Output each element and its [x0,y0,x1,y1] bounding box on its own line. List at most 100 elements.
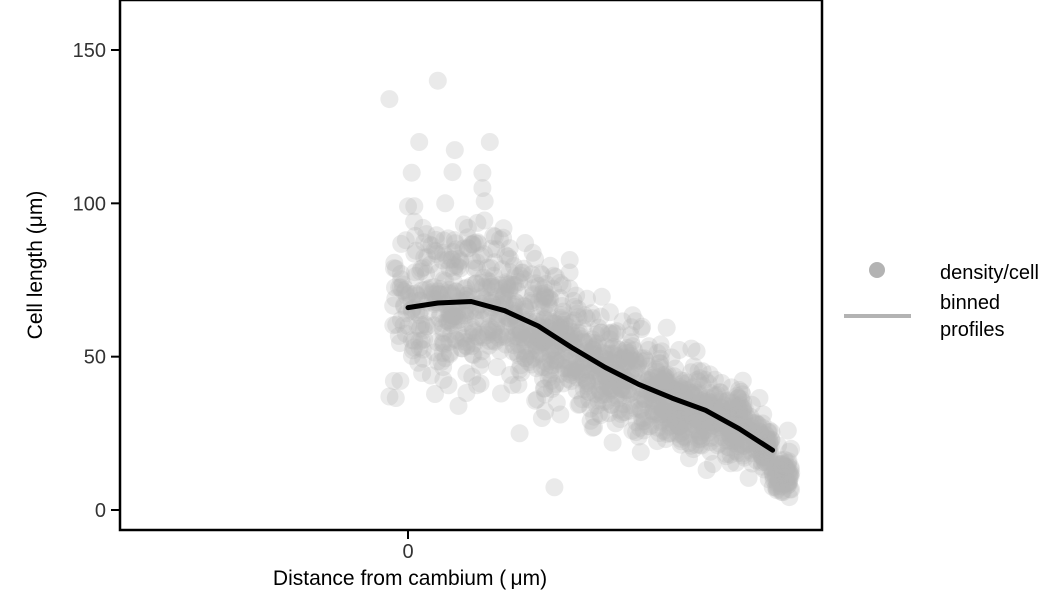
scatter-point [498,278,516,297]
legend-label-profiles: profiles [940,319,1004,341]
scatter-point [674,414,693,433]
scatter-point [512,328,531,347]
scatter-point [746,413,765,432]
scatter-point [653,399,672,418]
scatter-point [717,444,736,463]
scatter-point [684,440,703,459]
scatter-point [484,331,503,350]
scatter-point [552,310,571,329]
scatter-point [399,197,417,216]
scatter-point [380,387,399,406]
scatter-point [764,468,783,487]
scatter-point [521,342,540,361]
scatter-point [732,382,751,401]
scatter-point [567,361,586,380]
scatter-point [574,332,593,351]
scatter-point [665,416,684,435]
scatter-point [693,362,712,381]
scatter-point [532,265,551,284]
scatter-point [782,464,801,483]
scatter-point [544,266,563,285]
scatter-point [755,460,774,479]
scatter-point [781,460,800,479]
scatter-point [512,263,531,282]
scatter-point [645,405,664,424]
scatter-point [779,454,797,473]
scatter-point [525,348,544,367]
scatter-point [514,296,533,315]
scatter-point [710,434,729,453]
scatter-point [701,433,720,452]
scatter-point [572,330,591,349]
scatter-point [776,458,795,477]
scatter-point [535,288,554,307]
scatter-point [735,448,754,467]
scatter-point [414,349,433,368]
scatter-point [717,400,736,419]
scatter-point [604,345,623,363]
scatter-point [676,428,695,447]
scatter-point [772,482,791,501]
scatter-point [536,402,555,421]
scatter-point [690,430,708,449]
scatter-point [673,374,692,393]
scatter-point [584,334,603,352]
scatter-point [554,374,573,393]
scatter-point [734,393,753,412]
scatter-point [590,404,609,423]
scatter-point [489,309,507,328]
scatter-point [474,310,493,329]
scatter-point [539,294,558,313]
scatter-point [651,413,670,432]
scatter-point [673,379,692,398]
scatter-point [459,324,478,343]
scatter-point [521,328,540,347]
scatter-point [510,266,529,285]
scatter-point [455,279,474,298]
scatter-point [622,333,641,352]
scatter-point [658,425,677,444]
scatter-point [601,325,620,343]
scatter-point [708,428,727,447]
scatter-point [510,360,529,379]
scatter-point [392,234,411,253]
scatter-point [753,448,772,467]
scatter-point [531,343,550,362]
scatter-point [444,272,463,291]
scatter-point [545,338,564,357]
scatter-point [626,352,645,371]
scatter-point [598,377,617,396]
scatter-point [458,228,477,247]
scatter-point [618,353,637,372]
scatter-point [728,387,747,405]
scatter-point [410,338,429,357]
scatter-point [729,389,748,408]
scatter-point [542,371,561,390]
scatter-point [691,427,710,446]
scatter-point [730,399,749,418]
scatter-point [580,390,599,409]
scatter-point [678,381,697,400]
scatter-point [504,256,523,275]
scatter-point [687,435,705,454]
scatter-point [415,281,434,300]
scatter-point [718,437,737,456]
scatter-point [517,344,536,363]
scatter-point [506,276,524,295]
scatter-point [660,413,679,432]
scatter-point [559,352,578,371]
scatter-point [669,380,688,399]
scatter-point [666,403,685,422]
scatter-point [599,376,618,395]
scatter-point [519,353,538,372]
scatter-point [725,434,744,453]
scatter-point [750,389,769,407]
scatter-point [493,327,512,346]
scatter-point [627,359,646,378]
scatter-point [498,247,517,266]
scatter-point [631,401,650,419]
scatter-point [496,246,515,265]
scatter-point [757,425,775,444]
scatter-point [665,405,684,424]
scatter-point [684,386,703,405]
